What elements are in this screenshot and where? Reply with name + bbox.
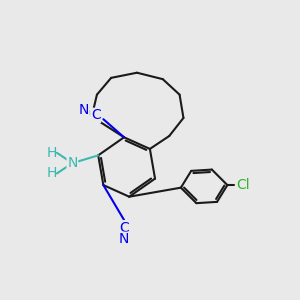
Text: N: N <box>119 232 129 246</box>
Text: C: C <box>119 221 129 235</box>
Text: C: C <box>91 108 100 122</box>
Text: N: N <box>79 103 89 117</box>
Text: N: N <box>67 156 78 170</box>
Text: H: H <box>47 146 57 160</box>
Text: H: H <box>47 167 57 181</box>
Text: Cl: Cl <box>236 178 250 192</box>
